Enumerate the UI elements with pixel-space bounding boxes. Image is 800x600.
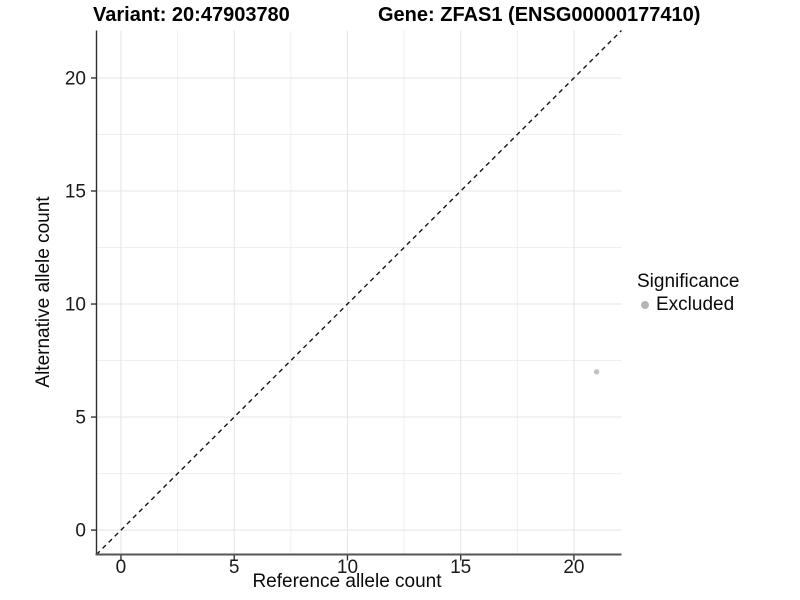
legend-point-icon: [641, 301, 649, 309]
x-tick-label: 10: [337, 557, 358, 578]
legend: Significance Excluded: [637, 271, 739, 315]
y-tick-label: 20: [65, 68, 86, 89]
variant-title: Variant: 20:47903780: [93, 4, 290, 26]
y-tick-label: 0: [75, 521, 86, 542]
legend-title: Significance: [637, 271, 740, 292]
y-tick-label: 10: [65, 295, 86, 316]
y-tick-label: 15: [65, 182, 86, 203]
x-tick-label: 15: [450, 557, 471, 578]
gene-title: Gene: ZFAS1 (ENSG00000177410): [378, 4, 701, 26]
data-point: [593, 369, 600, 375]
legend-item-excluded: Excluded: [637, 294, 739, 315]
legend-item-label: Excluded: [656, 294, 735, 315]
y-tick-label: 5: [75, 408, 86, 429]
x-tick-label: 5: [229, 557, 240, 578]
identity-dashed-line: [96, 30, 622, 555]
x-tick-label: 0: [116, 557, 127, 578]
x-tick-label: 20: [563, 557, 584, 578]
x-axis-title: Reference allele count: [252, 571, 442, 592]
